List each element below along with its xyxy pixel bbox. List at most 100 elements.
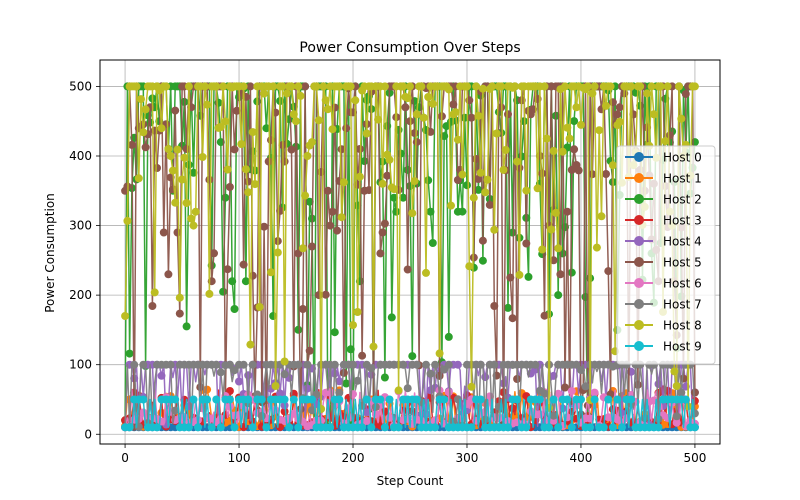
- data-point: [447, 201, 455, 210]
- data-point: [255, 303, 264, 311]
- data-point: [649, 110, 658, 119]
- data-point: [472, 155, 481, 163]
- data-point: [171, 395, 180, 404]
- data-point: [615, 117, 624, 126]
- data-point: [187, 214, 196, 223]
- legend-marker: [634, 320, 644, 330]
- legend-label: Host 4: [663, 235, 702, 249]
- data-point: [590, 82, 599, 91]
- data-point: [501, 146, 510, 154]
- data-point: [522, 423, 531, 432]
- data-point: [228, 277, 237, 286]
- data-point: [351, 96, 360, 105]
- data-point: [422, 410, 430, 419]
- data-point: [175, 293, 184, 302]
- data-point: [371, 410, 380, 419]
- data-point: [305, 197, 314, 206]
- data-point: [280, 157, 289, 166]
- data-point: [294, 82, 303, 91]
- data-point: [365, 186, 373, 195]
- data-point: [244, 395, 253, 404]
- data-point: [510, 82, 519, 91]
- data-point: [481, 373, 490, 382]
- x-tick-label: 0: [121, 451, 129, 465]
- data-point: [362, 395, 371, 404]
- data-point: [308, 406, 316, 415]
- data-point: [602, 170, 610, 178]
- data-point: [333, 226, 342, 235]
- series-layer: [121, 82, 699, 432]
- data-point: [627, 395, 636, 404]
- legend-entry: Host 0: [625, 151, 702, 165]
- x-tick-label: 300: [456, 451, 479, 465]
- data-point: [504, 423, 512, 432]
- data-point: [540, 82, 549, 91]
- data-point: [230, 305, 239, 313]
- data-point: [567, 268, 576, 277]
- data-point: [490, 302, 499, 310]
- data-point: [121, 312, 130, 320]
- data-point: [561, 82, 569, 91]
- data-point: [453, 176, 462, 184]
- data-point: [554, 389, 563, 398]
- y-tick-label: 500: [69, 79, 92, 93]
- data-point: [380, 219, 389, 228]
- data-point: [640, 414, 649, 422]
- data-point: [225, 183, 234, 191]
- data-point: [216, 123, 225, 131]
- data-point: [392, 207, 401, 216]
- data-point: [422, 268, 430, 277]
- data-point: [380, 373, 389, 382]
- data-point: [412, 110, 421, 119]
- data-point: [472, 82, 481, 91]
- data-point: [385, 155, 394, 164]
- data-point: [337, 145, 346, 154]
- data-point: [615, 103, 624, 112]
- data-point: [335, 82, 344, 91]
- data-point: [308, 395, 316, 404]
- data-point: [453, 360, 462, 369]
- data-point: [198, 153, 207, 161]
- data-point: [303, 152, 312, 160]
- data-point: [335, 377, 344, 386]
- data-point: [412, 360, 421, 369]
- data-point: [431, 423, 440, 432]
- data-point: [399, 82, 408, 91]
- data-point: [435, 349, 444, 358]
- data-point: [319, 82, 328, 91]
- data-point: [670, 367, 679, 376]
- data-point: [606, 82, 615, 91]
- data-point: [383, 171, 392, 180]
- data-point: [403, 94, 412, 103]
- data-point: [385, 395, 394, 404]
- data-point: [535, 410, 544, 419]
- data-point: [602, 101, 610, 110]
- chart-title: Power Consumption Over Steps: [299, 40, 520, 56]
- data-point: [403, 265, 412, 274]
- data-point: [586, 423, 595, 432]
- data-point: [134, 174, 143, 183]
- y-tick-label: 400: [69, 149, 92, 163]
- data-point: [230, 366, 239, 375]
- data-point: [125, 349, 134, 358]
- legend-entry: Host 2: [625, 193, 702, 207]
- legend-label: Host 0: [663, 151, 702, 165]
- legend: Host 0 Host 1 Host 2 Host 3 Host 4 Host 5 Host…: [616, 145, 716, 365]
- legend-entry: Host 7: [625, 298, 702, 312]
- plot-frame: [99, 59, 721, 445]
- data-point: [374, 115, 383, 124]
- data-point: [223, 165, 232, 174]
- data-point: [353, 376, 362, 385]
- data-point: [608, 423, 617, 432]
- legend-label: Host 2: [663, 193, 702, 207]
- data-point: [647, 82, 656, 91]
- data-point: [424, 93, 433, 101]
- data-point: [599, 423, 608, 432]
- data-point: [394, 386, 403, 395]
- data-point: [547, 225, 556, 234]
- data-point: [654, 380, 663, 388]
- data-point: [563, 123, 572, 132]
- data-point: [360, 157, 369, 166]
- data-point: [431, 360, 440, 369]
- data-point: [570, 145, 579, 154]
